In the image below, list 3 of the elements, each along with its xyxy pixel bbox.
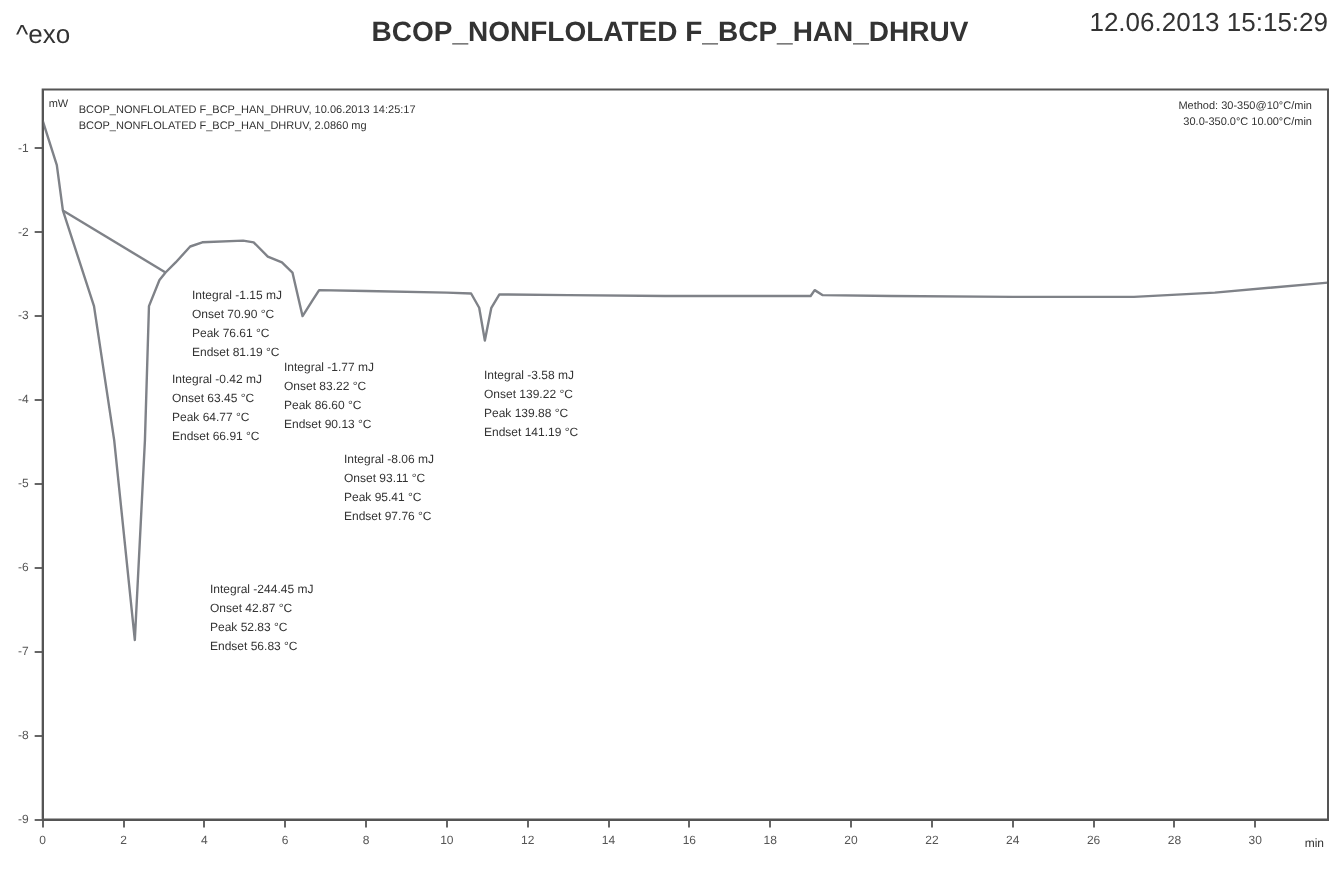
text: ^exo	[16, 19, 71, 50]
text: 12.06.2013 15:15:29	[1089, 7, 1328, 38]
chart-title: BCOP_NONFLOLATED F_BCP_HAN_DHRUV	[371, 14, 970, 47]
